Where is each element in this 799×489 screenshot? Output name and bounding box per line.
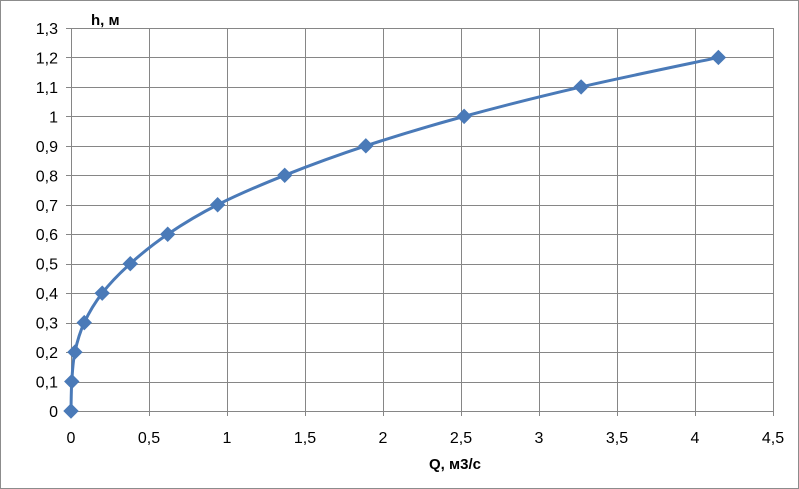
- tick-label-layer: 0 0,5 1 1,5 2 2,5 3 3,5 4 4,5 0 0,1 0,2 0,3 0,4 0,5 0,6 0…: [36, 21, 784, 447]
- grid-layer: [71, 28, 774, 411]
- x-tick-label: 0,5: [138, 430, 160, 447]
- y-tick-label: 0,4: [36, 286, 58, 303]
- data-point-marker: [209, 197, 226, 213]
- y-tick-label: 0,6: [36, 227, 58, 244]
- x-tick-label: 4,5: [762, 430, 784, 447]
- y-axis-title: h, м: [91, 12, 120, 29]
- data-point-marker: [160, 226, 176, 242]
- data-point-marker: [573, 79, 589, 95]
- x-tick-label: 1: [223, 430, 232, 447]
- y-tick-label: 0,2: [36, 345, 58, 362]
- data-point-marker: [67, 344, 83, 360]
- y-tick-label: 1,2: [36, 50, 58, 67]
- data-point-marker: [122, 255, 138, 272]
- data-point-marker: [456, 108, 472, 125]
- data-point-marker: [277, 167, 293, 184]
- x-tick-label: 1,5: [294, 430, 316, 447]
- x-tick-label: 3: [535, 430, 544, 447]
- y-tick-label: 1,3: [36, 21, 58, 38]
- data-point-marker: [94, 285, 110, 301]
- data-point-marker: [64, 373, 80, 390]
- y-tick-label: 0,5: [36, 257, 58, 274]
- data-point-marker: [710, 49, 727, 66]
- y-tick-label: 0,1: [36, 375, 58, 392]
- x-tick-label: 2: [379, 430, 388, 447]
- x-tick-label: 4: [691, 430, 700, 447]
- data-point-marker: [358, 138, 374, 154]
- marker-layer: [63, 49, 727, 419]
- x-tick-label: 2,5: [450, 430, 472, 447]
- y-tick-label: 0,7: [36, 198, 58, 215]
- data-point-marker: [76, 314, 92, 331]
- x-tick-label: 0: [67, 430, 76, 447]
- y-tick-label: 0,9: [36, 139, 58, 156]
- axis-layer: [66, 28, 774, 416]
- y-tick-label: 1: [49, 109, 58, 126]
- x-axis-title: Q, м3/с: [429, 456, 481, 473]
- y-tick-label: 0,3: [36, 316, 58, 333]
- y-tick-label: 1,1: [36, 80, 58, 97]
- y-tick-label: 0: [49, 404, 58, 421]
- y-tick-label: 0,8: [36, 168, 58, 185]
- data-point-marker: [63, 403, 79, 419]
- x-tick-label: 3,5: [606, 430, 628, 447]
